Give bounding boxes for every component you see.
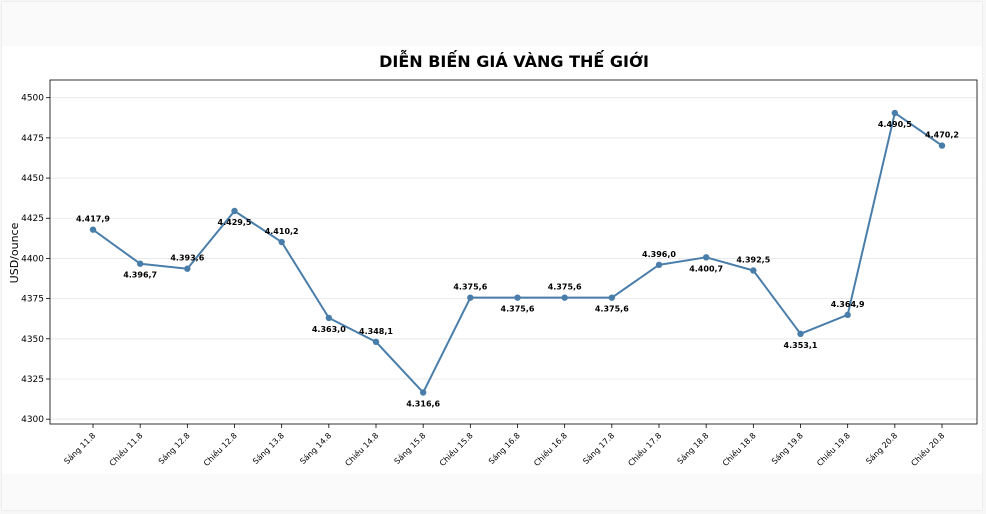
x-tick-label-15: Sáng 19.8 <box>770 431 805 466</box>
x-tick-label-5: Sáng 14.8 <box>298 431 333 466</box>
data-point-15 <box>797 330 804 338</box>
data-label-12: 4.396,0 <box>642 250 676 259</box>
x-tick-label-6: Chiều 14.8 <box>343 430 381 468</box>
data-label-18: 4.470,2 <box>925 131 959 140</box>
x-tick-label-7: Sáng 15.8 <box>393 431 428 466</box>
data-labels: 4.417,9 4.396,7 4.393,6 4.429,5 4.410,2 4.363… <box>76 120 959 409</box>
data-label-14: 4.392,5 <box>736 255 770 264</box>
chart-title: DIỄN BIẾN GIÁ VÀNG THẾ GIỚI <box>379 50 649 71</box>
plot-area <box>49 79 978 425</box>
data-point-13 <box>702 254 710 261</box>
data-label-8: 4.375,6 <box>453 283 487 292</box>
data-label-11: 4.375,6 <box>595 305 629 314</box>
data-point-10 <box>561 294 568 301</box>
y-axis-label: USD/ounce <box>8 222 21 283</box>
x-tick-label-11: Sáng 17.8 <box>581 431 616 466</box>
data-point-18 <box>938 142 946 149</box>
data-point-1 <box>136 260 144 267</box>
x-tick-label-2: Sáng 12.8 <box>157 431 192 466</box>
data-point-2 <box>184 265 191 272</box>
series-line <box>92 111 943 394</box>
y-tick-label-5: 4425 <box>21 214 44 224</box>
y-tick-label-0: 4300 <box>21 415 44 425</box>
x-tick-label-16: Chiều 19.8 <box>814 430 852 468</box>
data-label-16: 4.364,9 <box>831 300 865 309</box>
y-tick-label-2: 4350 <box>21 335 44 345</box>
data-point-3 <box>231 207 238 215</box>
y-tick-label-4: 4400 <box>21 254 44 264</box>
data-label-6: 4.348,1 <box>359 327 393 336</box>
data-label-7: 4.316,6 <box>406 399 440 408</box>
y-axis: 4300 4325 4350 4375 4400 4425 4450 4475 4500 <box>21 94 50 425</box>
data-points <box>89 109 946 396</box>
top-band <box>2 2 982 46</box>
data-point-9 <box>514 294 521 301</box>
y-tick-label-6: 4450 <box>21 174 44 184</box>
data-label-15: 4.353,1 <box>784 341 818 350</box>
x-tick-label-12: Chiều 17.8 <box>626 430 664 468</box>
x-tick-label-8: Chiều 15.8 <box>437 430 475 468</box>
data-label-1: 4.396,7 <box>123 271 157 280</box>
data-point-8 <box>467 294 474 301</box>
data-label-10: 4.375,6 <box>548 283 582 292</box>
x-tick-label-9: Sáng 16.8 <box>487 431 522 466</box>
bottom-band <box>2 474 982 510</box>
x-tick-label-0: Sáng 11.8 <box>62 431 97 466</box>
data-label-9: 4.375,6 <box>501 305 535 314</box>
data-point-14 <box>750 267 757 274</box>
y-tick-label-8: 4500 <box>21 94 44 104</box>
data-point-0 <box>89 226 97 233</box>
y-tick-label-3: 4375 <box>21 295 44 305</box>
y-tick-label-7: 4475 <box>21 134 44 144</box>
x-tick-label-14: Chiều 18.8 <box>720 430 758 468</box>
data-label-3: 4.429,5 <box>218 218 252 227</box>
x-tick-label-18: Chiều 20.8 <box>909 430 947 468</box>
data-label-13: 4.400,7 <box>689 264 723 273</box>
data-label-2: 4.393,6 <box>170 254 204 263</box>
data-point-17 <box>891 109 899 117</box>
x-tick-label-1: Chiều 11.8 <box>107 430 145 468</box>
data-point-12 <box>655 261 663 269</box>
data-point-16 <box>844 311 851 319</box>
y-tick-label-1: 4325 <box>21 375 44 385</box>
data-label-17: 4.490,5 <box>878 120 912 129</box>
x-tick-label-13: Sáng 18.8 <box>676 431 711 466</box>
data-point-11 <box>608 294 616 301</box>
x-tick-label-10: Chiều 16.8 <box>531 430 569 468</box>
data-label-5: 4.363,0 <box>312 325 346 334</box>
x-axis: Sáng 11.8 Chiều 11.8 Sáng 12.8 Chiều 12.8 Sá… <box>62 424 946 468</box>
data-point-4 <box>278 238 285 246</box>
data-label-0: 4.417,9 <box>76 215 110 224</box>
x-tick-label-17: Sáng 20.8 <box>864 431 899 466</box>
data-label-4: 4.410,2 <box>265 227 299 236</box>
data-point-7 <box>419 389 427 396</box>
data-point-5 <box>325 314 333 322</box>
x-tick-label-3: Chiều 12.8 <box>201 430 239 468</box>
x-tick-label-4: Sáng 13.8 <box>251 431 286 466</box>
data-point-6 <box>372 338 380 346</box>
